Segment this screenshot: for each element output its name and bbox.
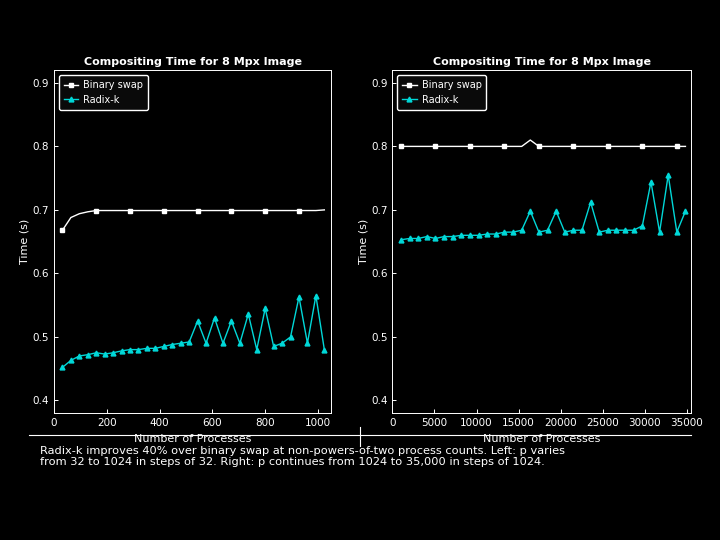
Title: Compositing Time for 8 Mpx Image: Compositing Time for 8 Mpx Image <box>84 57 302 66</box>
Y-axis label: Time (s): Time (s) <box>20 219 30 264</box>
Legend: Binary swap, Radix-k: Binary swap, Radix-k <box>397 75 487 110</box>
Legend: Binary swap, Radix-k: Binary swap, Radix-k <box>59 75 148 110</box>
X-axis label: Number of Processes: Number of Processes <box>134 434 251 443</box>
Y-axis label: Time (s): Time (s) <box>359 219 368 264</box>
Text: Radix-k improves 40% over binary swap at non-powers-of-two process counts. Left:: Radix-k improves 40% over binary swap at… <box>40 446 564 467</box>
Title: Compositing Time for 8 Mpx Image: Compositing Time for 8 Mpx Image <box>433 57 651 66</box>
X-axis label: Number of Processes: Number of Processes <box>483 434 600 443</box>
